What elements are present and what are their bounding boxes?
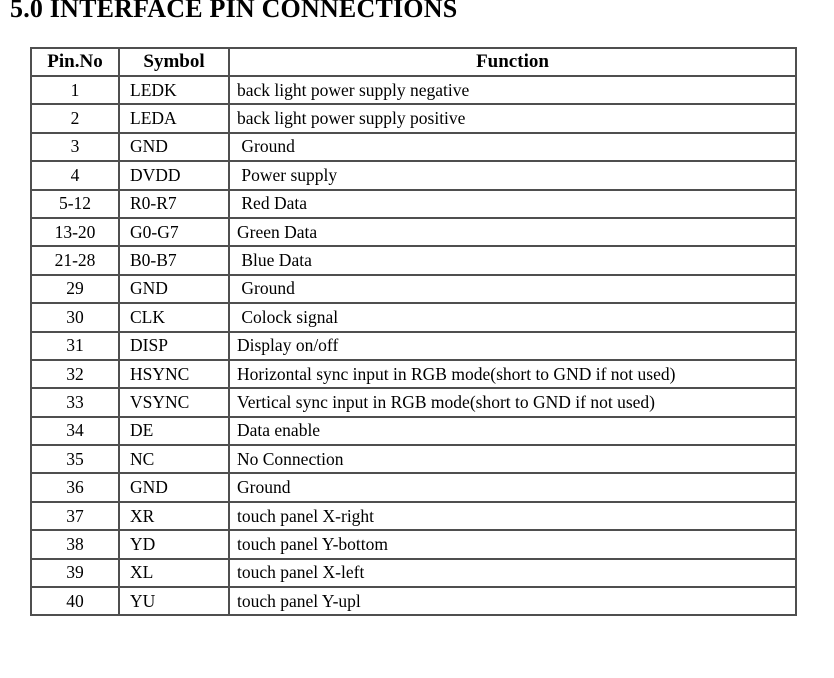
function-cell: touch panel Y-bottom: [228, 529, 797, 560]
function-cell: Blue Data: [228, 245, 797, 276]
pin-number-cell: 33: [30, 387, 120, 418]
symbol-cell: CLK: [118, 302, 230, 333]
function-cell: Ground: [228, 273, 797, 305]
table-row: 36 GND Ground: [30, 472, 797, 503]
symbol-cell: GND: [118, 472, 230, 503]
table-row: 34 DE Data enable: [30, 415, 797, 447]
pin-number-cell: 34: [30, 415, 120, 447]
table-row: 5-12 R0-R7 Red Data: [30, 188, 797, 219]
symbol-cell: DE: [118, 415, 230, 447]
function-cell: Vertical sync input in RGB mode(short to…: [228, 387, 797, 418]
pin-number-cell: 1: [30, 74, 120, 106]
table-row: 29 GND Ground: [30, 273, 797, 305]
symbol-cell: R0-R7: [118, 188, 230, 219]
symbol-cell: GND: [118, 273, 230, 305]
pin-number-cell: 21-28: [30, 245, 120, 276]
symbol-cell: LEDA: [118, 103, 230, 134]
table-row: 30 CLK Colock signal: [30, 302, 797, 333]
table-row: 2 LEDA back light power supply positive: [30, 103, 797, 134]
symbol-cell: DVDD: [118, 160, 230, 191]
pin-number-cell: 40: [30, 586, 120, 617]
pin-number-cell: 4: [30, 160, 120, 191]
pin-number-cell: 2: [30, 103, 120, 134]
function-cell: touch panel X-right: [228, 500, 797, 532]
pin-number-cell: 32: [30, 358, 120, 390]
table-row: 37 XR touch panel X-right: [30, 500, 797, 532]
function-cell: back light power supply positive: [228, 103, 797, 134]
pin-number-cell: 38: [30, 529, 120, 560]
symbol-cell: B0-B7: [118, 245, 230, 276]
function-cell: Power supply: [228, 160, 797, 191]
table-body: 1 LEDK back light power supply negative …: [30, 74, 797, 617]
pin-number-cell: 13-20: [30, 216, 120, 248]
table-row: 1 LEDK back light power supply negative: [30, 74, 797, 106]
table-row: 33 VSYNC Vertical sync input in RGB mode…: [30, 387, 797, 418]
header-pin-no: Pin.No: [30, 47, 120, 77]
table-row: 35 NC No Connection: [30, 444, 797, 475]
symbol-cell: HSYNC: [118, 358, 230, 390]
symbol-cell: LEDK: [118, 74, 230, 106]
pin-number-cell: 39: [30, 557, 120, 589]
symbol-cell: G0-G7: [118, 216, 230, 248]
pin-number-cell: 3: [30, 131, 120, 163]
table-row: 39 XL touch panel X-left: [30, 557, 797, 589]
table-header: Pin.No Symbol Function: [30, 47, 797, 77]
function-cell: Display on/off: [228, 330, 797, 361]
pin-number-cell: 36: [30, 472, 120, 503]
function-cell: Ground: [228, 131, 797, 163]
pin-number-cell: 37: [30, 500, 120, 532]
pin-number-cell: 29: [30, 273, 120, 305]
table-row: 21-28 B0-B7 Blue Data: [30, 245, 797, 276]
table-row: 31 DISP Display on/off: [30, 330, 797, 361]
table-row: 4 DVDD Power supply: [30, 160, 797, 191]
symbol-cell: NC: [118, 444, 230, 475]
symbol-cell: YD: [118, 529, 230, 560]
table-row: 40 YU touch panel Y-upl: [30, 586, 797, 617]
function-cell: No Connection: [228, 444, 797, 475]
table-row: 32 HSYNC Horizontal sync input in RGB mo…: [30, 358, 797, 390]
symbol-cell: GND: [118, 131, 230, 163]
function-cell: Horizontal sync input in RGB mode(short …: [228, 358, 797, 390]
symbol-cell: VSYNC: [118, 387, 230, 418]
function-cell: touch panel Y-upl: [228, 586, 797, 617]
symbol-cell: DISP: [118, 330, 230, 361]
pin-number-cell: 31: [30, 330, 120, 361]
table-row: 38 YD touch panel Y-bottom: [30, 529, 797, 560]
table-row: 13-20 G0-G7 Green Data: [30, 216, 797, 248]
function-cell: touch panel X-left: [228, 557, 797, 589]
function-cell: Red Data: [228, 188, 797, 219]
header-symbol: Symbol: [118, 47, 230, 77]
symbol-cell: XR: [118, 500, 230, 532]
symbol-cell: XL: [118, 557, 230, 589]
pin-connections-table: Pin.No Symbol Function 1 LEDK back light…: [30, 47, 797, 617]
pin-number-cell: 35: [30, 444, 120, 475]
pin-number-cell: 30: [30, 302, 120, 333]
pin-number-cell: 5-12: [30, 188, 120, 219]
section-title: 5.0 INTERFACE PIN CONNECTIONS: [10, 0, 458, 23]
function-cell: Green Data: [228, 216, 797, 248]
table-row: 3 GND Ground: [30, 131, 797, 163]
function-cell: Data enable: [228, 415, 797, 447]
header-function: Function: [228, 47, 797, 77]
symbol-cell: YU: [118, 586, 230, 617]
header-row: Pin.No Symbol Function: [30, 47, 797, 77]
function-cell: back light power supply negative: [228, 74, 797, 106]
function-cell: Ground: [228, 472, 797, 503]
function-cell: Colock signal: [228, 302, 797, 333]
